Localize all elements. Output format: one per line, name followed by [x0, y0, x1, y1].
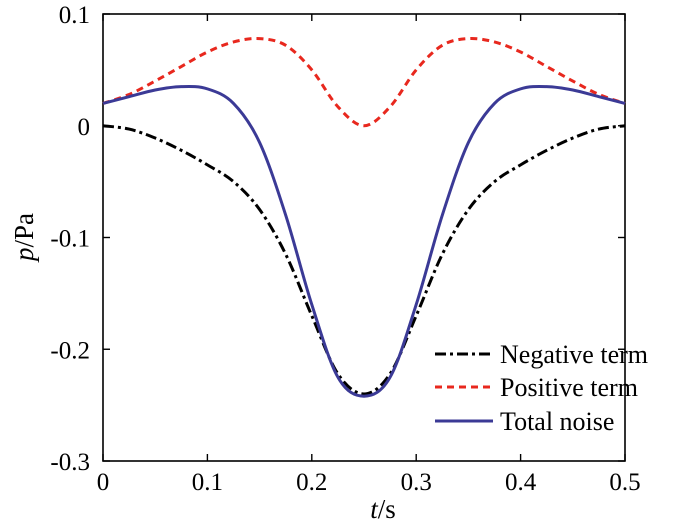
y-axis-var: p: [9, 248, 39, 264]
series-line-negative-term: [102, 124, 626, 396]
y-tick-label: -0.2: [50, 337, 90, 364]
legend: Negative term Positive term Total noise: [435, 340, 648, 436]
x-tick-label: 0.3: [401, 469, 432, 496]
y-tick-label: 0.1: [59, 2, 90, 29]
x-tick-label: 0.5: [609, 469, 640, 496]
x-tick-label: 0.4: [505, 469, 537, 496]
ticks: 0 0.1 0.2 0.3 0.4 0.5 0.1 0 -0.1 -0.2 -0.3: [50, 2, 640, 496]
x-tick-label: 0: [97, 469, 110, 496]
legend-label-negative: Negative term: [500, 340, 648, 369]
y-axis-unit: /Pa: [9, 213, 39, 248]
y-axis-label: p/Pa: [9, 213, 39, 263]
legend-label-positive: Positive term: [500, 373, 638, 402]
y-tick-label: 0: [78, 114, 91, 141]
series-group: [102, 36, 626, 398]
y-tick-label: -0.3: [50, 449, 90, 476]
x-tick-label: 0.2: [296, 469, 327, 496]
series-line-positive-term: [102, 36, 626, 128]
x-tick-label: 0.1: [192, 469, 223, 496]
x-axis-var: t: [370, 494, 379, 524]
legend-label-total: Total noise: [500, 407, 614, 436]
y-tick-label: -0.1: [50, 226, 90, 253]
x-axis-unit: /s: [378, 494, 396, 524]
x-axis-label: t/s: [370, 494, 396, 524]
series-line-total-noise: [102, 85, 626, 398]
